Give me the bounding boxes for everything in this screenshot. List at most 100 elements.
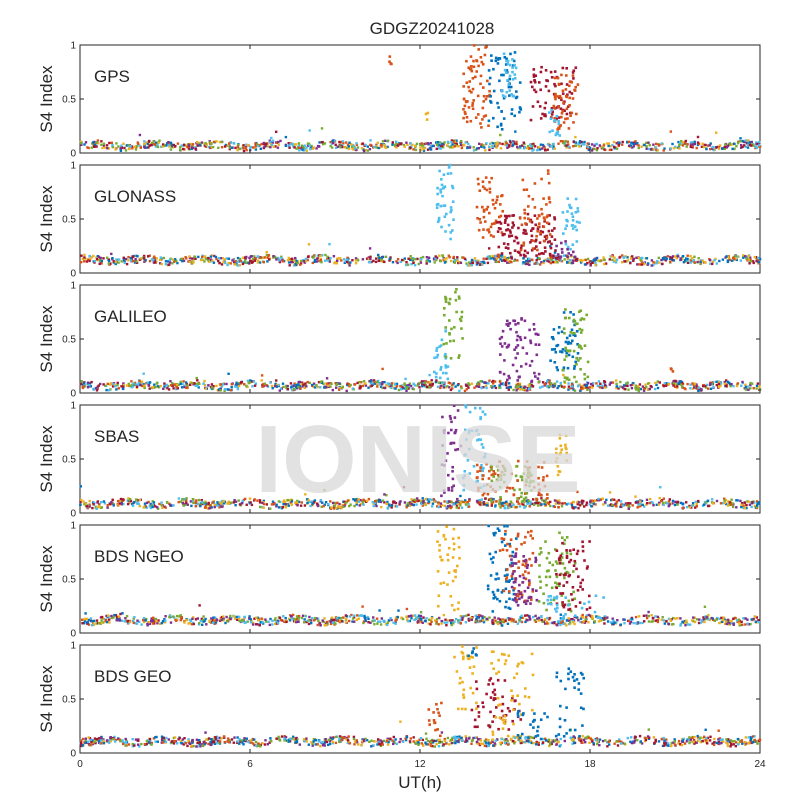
data-point <box>100 143 103 146</box>
data-point <box>480 386 483 390</box>
data-point <box>133 145 136 149</box>
data-point <box>544 101 547 105</box>
data-point <box>737 140 740 143</box>
data-point <box>221 257 224 260</box>
data-point <box>749 258 752 261</box>
data-point <box>530 379 534 383</box>
data-point <box>503 257 506 261</box>
data-point <box>218 506 221 509</box>
data-point <box>601 146 605 150</box>
data-point <box>704 502 707 506</box>
data-point <box>735 499 738 502</box>
data-point <box>137 382 140 385</box>
data-point <box>311 261 314 265</box>
data-point <box>546 258 549 261</box>
data-point <box>237 383 240 386</box>
data-point <box>272 255 275 258</box>
data-point <box>691 387 695 390</box>
data-point <box>563 258 566 261</box>
data-point <box>514 96 518 100</box>
data-point <box>505 216 508 220</box>
data-point <box>151 505 154 509</box>
data-point <box>509 231 512 234</box>
data-point <box>532 480 535 483</box>
data-point <box>223 388 227 391</box>
data-point <box>148 254 151 257</box>
data-point <box>379 143 383 146</box>
data-point <box>210 142 213 145</box>
data-point <box>431 505 434 508</box>
data-point <box>538 148 542 151</box>
data-point <box>717 146 721 149</box>
data-point <box>430 498 434 502</box>
data-point <box>686 254 689 257</box>
data-point <box>313 499 317 502</box>
data-point <box>181 257 184 261</box>
data-point <box>212 261 216 264</box>
data-point <box>566 93 569 97</box>
data-point <box>702 616 705 619</box>
data-point <box>545 237 548 241</box>
data-point <box>425 617 428 620</box>
data-point <box>485 188 489 192</box>
data-point <box>457 502 460 506</box>
data-point <box>388 55 392 58</box>
data-point <box>466 264 469 267</box>
data-point <box>493 380 497 383</box>
data-point <box>81 385 84 389</box>
data-point <box>535 234 538 238</box>
data-point <box>574 334 577 337</box>
data-point <box>316 502 319 505</box>
data-point <box>708 383 712 387</box>
data-point <box>535 245 538 248</box>
data-point <box>513 259 516 262</box>
data-point <box>481 502 484 505</box>
data-point <box>567 127 571 130</box>
data-point <box>505 214 509 218</box>
data-point <box>553 348 556 351</box>
data-point <box>497 253 500 257</box>
data-point <box>390 618 393 622</box>
data-point <box>555 499 559 503</box>
data-point <box>597 380 601 383</box>
data-point <box>522 231 525 235</box>
data-point <box>209 260 212 263</box>
data-point <box>203 383 207 387</box>
data-point <box>539 117 543 120</box>
data-point <box>685 505 689 509</box>
data-point <box>244 497 247 501</box>
data-point <box>591 261 594 264</box>
data-point <box>504 63 508 66</box>
data-point <box>106 256 109 259</box>
data-point <box>527 473 530 476</box>
data-point <box>459 494 462 498</box>
data-point <box>139 146 142 149</box>
data-point <box>442 381 445 385</box>
data-point <box>583 383 586 386</box>
data-point <box>542 225 546 229</box>
data-point <box>251 385 254 388</box>
data-point <box>188 256 192 260</box>
data-point <box>220 140 223 144</box>
data-point <box>600 145 604 148</box>
data-point <box>307 499 310 502</box>
panel-label: GLONASS <box>94 187 176 206</box>
data-point <box>281 619 284 622</box>
data-point <box>329 140 332 144</box>
data-point <box>116 384 119 387</box>
data-point <box>757 256 760 260</box>
data-point <box>481 236 485 239</box>
data-point <box>87 146 90 150</box>
data-point <box>477 182 480 186</box>
data-point <box>222 260 225 264</box>
data-point <box>196 144 199 147</box>
data-point <box>436 192 439 196</box>
data-point <box>652 261 655 264</box>
data-point <box>135 260 138 263</box>
data-point <box>228 146 231 149</box>
data-point <box>419 149 422 152</box>
data-point <box>548 111 551 114</box>
data-point <box>565 459 568 462</box>
data-point <box>702 385 705 388</box>
data-point <box>489 95 492 98</box>
